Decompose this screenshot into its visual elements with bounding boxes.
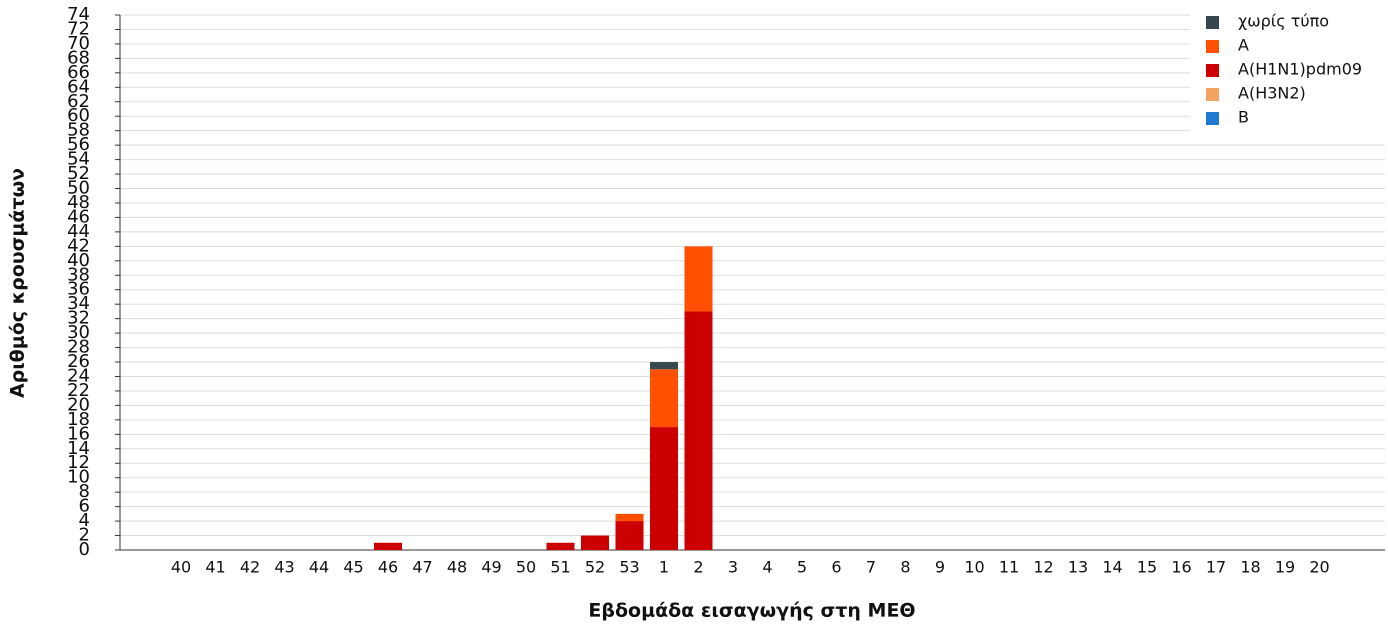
y-tick-label: 38 <box>67 264 90 285</box>
y-tick-label: 24 <box>67 365 90 386</box>
x-tick-label: 20 <box>1309 558 1329 577</box>
bar-segment <box>684 311 713 550</box>
y-tick-label: 70 <box>67 33 90 54</box>
bar-segment <box>615 513 644 522</box>
y-tick-label: 66 <box>67 62 90 83</box>
x-tick-label: 52 <box>585 558 605 577</box>
x-tick-label: 40 <box>171 558 191 577</box>
x-tick-label: 13 <box>1068 558 1088 577</box>
legend-label: B <box>1238 108 1249 127</box>
x-tick-label: 16 <box>1171 558 1191 577</box>
legend-label: A(H3N2) <box>1238 84 1306 103</box>
x-tick-label: 17 <box>1206 558 1226 577</box>
y-tick-label: 4 <box>79 510 90 531</box>
x-tick-label: 49 <box>481 558 501 577</box>
x-tick-label: 47 <box>412 558 432 577</box>
x-axis-title: Εβδομάδα εισαγωγής στη ΜΕΘ <box>588 600 915 622</box>
y-tick-label: 44 <box>67 221 90 242</box>
x-tick-label: 14 <box>1102 558 1122 577</box>
x-tick-label: 1 <box>659 558 669 577</box>
x-tick-label: 41 <box>205 558 225 577</box>
x-tick-label: 4 <box>762 558 772 577</box>
x-tick-label: 42 <box>240 558 260 577</box>
x-tick-label: 10 <box>964 558 984 577</box>
legend-background <box>1190 10 1385 132</box>
y-axis-title: Αριθμός κρουσμάτων <box>7 168 29 398</box>
y-tick-label: 18 <box>67 409 90 430</box>
y-tick-label: 30 <box>67 322 90 343</box>
y-tick-label: 12 <box>67 452 90 473</box>
x-tick-label: 53 <box>619 558 639 577</box>
x-tick-label: 8 <box>900 558 910 577</box>
x-tick-label: 48 <box>447 558 467 577</box>
bar-segment <box>684 246 713 312</box>
x-tick-label: 46 <box>378 558 398 577</box>
y-tick-label: 6 <box>79 496 90 517</box>
bar-segment <box>615 521 644 550</box>
x-tick-label: 51 <box>550 558 570 577</box>
legend-label: A(H1N1)pdm09 <box>1238 60 1362 79</box>
y-tick-label: 50 <box>67 178 90 199</box>
x-tick-label: 19 <box>1275 558 1295 577</box>
y-tick-label: 62 <box>67 91 90 112</box>
bar-segment <box>374 542 402 550</box>
legend-swatch <box>1206 16 1219 29</box>
y-tick-label: 28 <box>67 337 90 358</box>
bar-segment <box>581 535 609 550</box>
legend-label: A <box>1238 36 1249 55</box>
legend-swatch <box>1206 88 1219 101</box>
x-tick-label: 50 <box>516 558 536 577</box>
y-tick-label: 22 <box>67 380 90 401</box>
y-tick-label: 58 <box>67 120 90 141</box>
y-tick-label: 2 <box>79 525 90 546</box>
x-tick-label: 45 <box>343 558 363 577</box>
x-tick-label: 15 <box>1137 558 1157 577</box>
legend-swatch <box>1206 64 1219 77</box>
y-tick-label: 46 <box>67 206 90 227</box>
x-tick-label: 6 <box>831 558 841 577</box>
x-tick-label: 3 <box>728 558 738 577</box>
y-tick-label: 68 <box>67 47 90 68</box>
bar-segment <box>650 369 678 428</box>
x-tick-label: 9 <box>935 558 945 577</box>
y-tick-label: 14 <box>67 438 90 459</box>
y-tick-label: 20 <box>67 394 90 415</box>
y-tick-label: 64 <box>67 76 90 97</box>
x-tick-label: 7 <box>866 558 876 577</box>
bar-segment <box>546 542 575 550</box>
y-tick-label: 26 <box>67 351 90 372</box>
x-tick-label: 12 <box>1033 558 1053 577</box>
y-tick-label: 42 <box>67 235 90 256</box>
x-tick-label: 11 <box>999 558 1019 577</box>
y-tick-label: 0 <box>79 539 90 560</box>
x-tick-label: 44 <box>309 558 329 577</box>
legend-swatch <box>1206 40 1219 53</box>
bar-segment <box>650 427 678 550</box>
bar-segment <box>650 362 678 370</box>
y-tick-label: 10 <box>67 467 90 488</box>
y-tick-label: 40 <box>67 250 90 271</box>
y-tick-label: 16 <box>67 423 90 444</box>
x-tick-label: 18 <box>1240 558 1260 577</box>
y-tick-label: 8 <box>79 481 90 502</box>
y-tick-label: 74 <box>67 4 90 25</box>
legend-swatch <box>1206 112 1219 125</box>
y-tick-label: 72 <box>67 18 90 39</box>
x-tick-label: 5 <box>797 558 807 577</box>
y-tick-label: 32 <box>67 308 90 329</box>
y-tick-label: 48 <box>67 192 90 213</box>
y-tick-label: 60 <box>67 105 90 126</box>
legend-label: χωρίς τύπο <box>1238 12 1329 31</box>
x-tick-label: 2 <box>693 558 703 577</box>
y-tick-label: 34 <box>67 293 90 314</box>
y-tick-label: 52 <box>67 163 90 184</box>
y-tick-label: 54 <box>67 149 90 170</box>
x-tick-label: 43 <box>274 558 294 577</box>
y-tick-label: 36 <box>67 279 90 300</box>
y-tick-label: 56 <box>67 134 90 155</box>
